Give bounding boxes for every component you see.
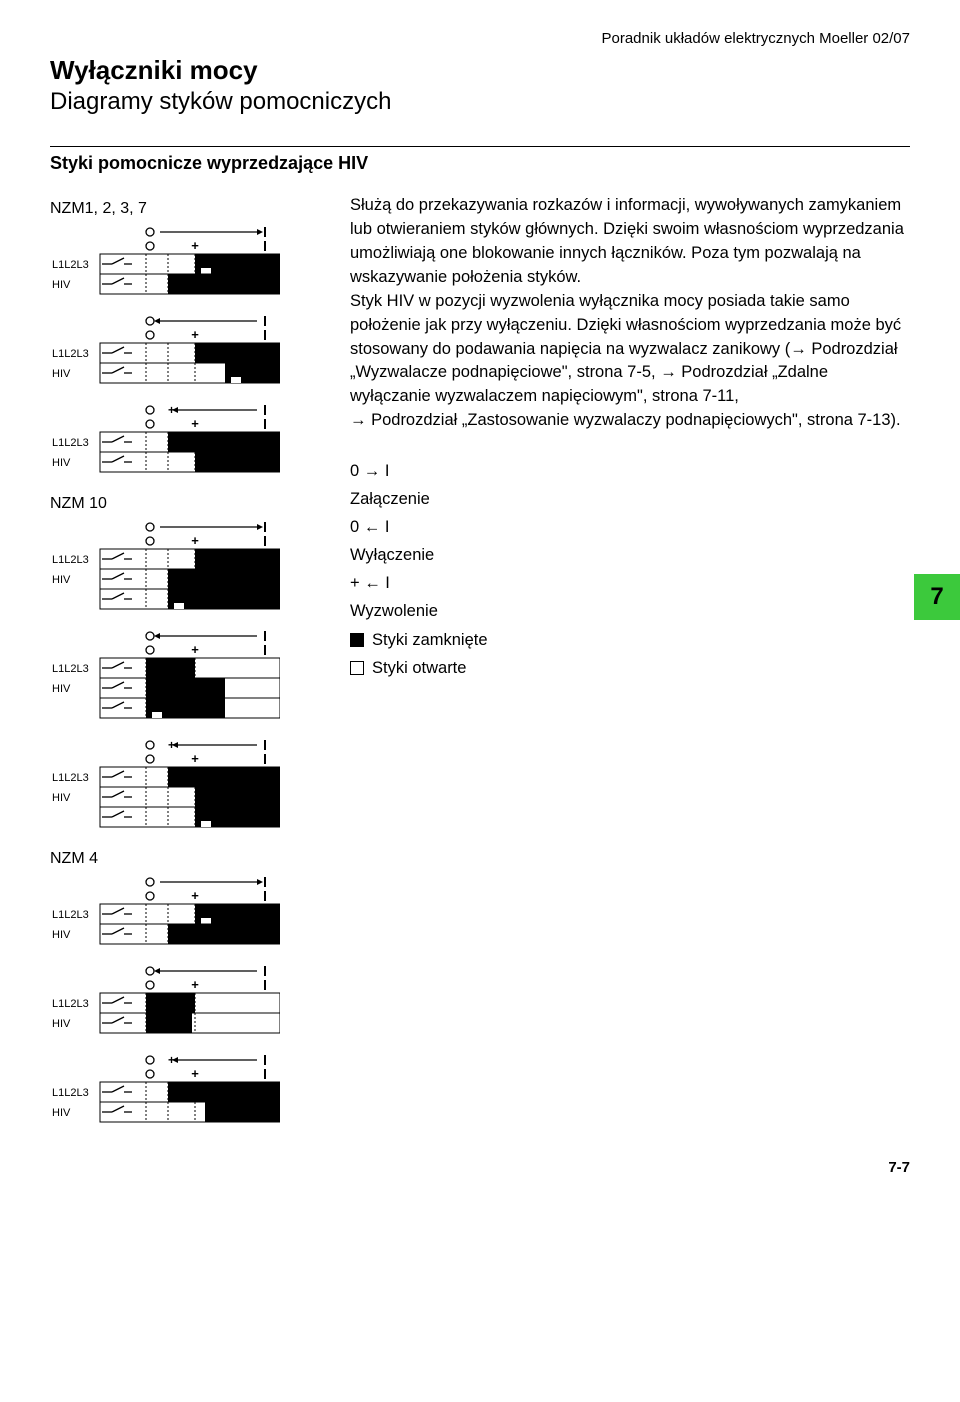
svg-text:L1L2L3: L1L2L3 (52, 554, 89, 566)
body-text-span: Służą do przekazywania rozkazów i inform… (350, 196, 904, 286)
svg-text:+: + (191, 327, 199, 342)
svg-text:L1L2L3: L1L2L3 (52, 663, 89, 675)
svg-text:+: + (191, 533, 199, 548)
diagram-slot: + L1L2L3 HIV (50, 517, 320, 626)
diagram-column: NZM1, 2, 3, 7 + L1L2L3 HIV + L1L2L3 HIV (50, 194, 320, 1139)
page-number: 7-7 (50, 1159, 910, 1176)
svg-text:HIV: HIV (52, 279, 71, 291)
svg-text:HIV: HIV (52, 1018, 71, 1030)
svg-text:L1L2L3: L1L2L3 (52, 259, 89, 271)
diagram-slot: + L1L2L3 HIV (50, 961, 320, 1050)
svg-text:+: + (191, 416, 199, 431)
open-square-icon (350, 661, 364, 675)
diagram-slot: + + L1L2L3 HIV (50, 1050, 320, 1139)
diagram-slot: + L1L2L3 HIV (50, 872, 320, 961)
svg-text:L1L2L3: L1L2L3 (52, 772, 89, 784)
svg-text:HIV: HIV (52, 683, 71, 695)
page-title-bold: Wyłączniki mocy (50, 55, 910, 86)
svg-text:L1L2L3: L1L2L3 (52, 348, 89, 360)
section-heading: Styki pomocnicze wyprzedzające HIV (50, 153, 910, 174)
arrow-icon: → (660, 363, 677, 381)
legend-line: Wyzwolenie (350, 597, 910, 625)
svg-text:+: + (191, 751, 199, 766)
svg-text:+: + (191, 977, 199, 992)
arrow-icon: → (350, 411, 367, 429)
chapter-tab: 7 (914, 574, 960, 620)
svg-text:HIV: HIV (52, 929, 71, 941)
legend-line: Załączenie (350, 485, 910, 513)
legend-line: Wyłączenie (350, 541, 910, 569)
group-label: NZM1, 2, 3, 7 (50, 200, 320, 218)
legend-line: 0 ← I (350, 513, 910, 541)
arrow-icon: → (790, 340, 807, 358)
page-title-light: Diagramy styków pomocniczych (50, 88, 910, 116)
group-label: NZM 10 (50, 495, 320, 513)
legend-line: 0 → I (350, 457, 910, 485)
diagram-slot: + L1L2L3 HIV (50, 311, 320, 400)
legend-label: Styki zamknięte (372, 626, 488, 654)
svg-text:+: + (191, 1066, 199, 1081)
svg-text:HIV: HIV (52, 457, 71, 469)
legend: 0 → I Załączenie 0 ← I Wyłączenie + ← I … (350, 457, 910, 681)
svg-text:+: + (191, 238, 199, 253)
body-paragraph: Służą do przekazywania rozkazów i inform… (350, 194, 910, 433)
legend-closed: Styki zamknięte (350, 626, 910, 654)
diagram-slot: + L1L2L3 HIV (50, 626, 320, 735)
svg-text:HIV: HIV (52, 1107, 71, 1119)
legend-open: Styki otwarte (350, 654, 910, 682)
svg-text:L1L2L3: L1L2L3 (52, 437, 89, 449)
filled-square-icon (350, 633, 364, 647)
text-column: Służą do przekazywania rozkazów i inform… (350, 194, 910, 682)
body-text-span: Podrozdział „Zastosowanie wyzwalaczy pod… (367, 411, 901, 429)
svg-text:L1L2L3: L1L2L3 (52, 998, 89, 1010)
legend-line: + ← I (350, 569, 910, 597)
guide-name: Poradnik układów elektrycznych Moeller 0… (50, 30, 910, 47)
diagram-slot: + + L1L2L3 HIV (50, 735, 320, 844)
svg-text:+: + (191, 888, 199, 903)
legend-label: Styki otwarte (372, 654, 466, 682)
diagram-slot: + + L1L2L3 HIV (50, 400, 320, 489)
svg-text:HIV: HIV (52, 368, 71, 380)
svg-text:L1L2L3: L1L2L3 (52, 909, 89, 921)
svg-text:HIV: HIV (52, 792, 71, 804)
diagram-slot: + L1L2L3 HIV (50, 222, 320, 311)
svg-text:+: + (191, 642, 199, 657)
svg-text:HIV: HIV (52, 574, 71, 586)
svg-text:L1L2L3: L1L2L3 (52, 1087, 89, 1099)
divider (50, 146, 910, 147)
group-label: NZM 4 (50, 850, 320, 868)
